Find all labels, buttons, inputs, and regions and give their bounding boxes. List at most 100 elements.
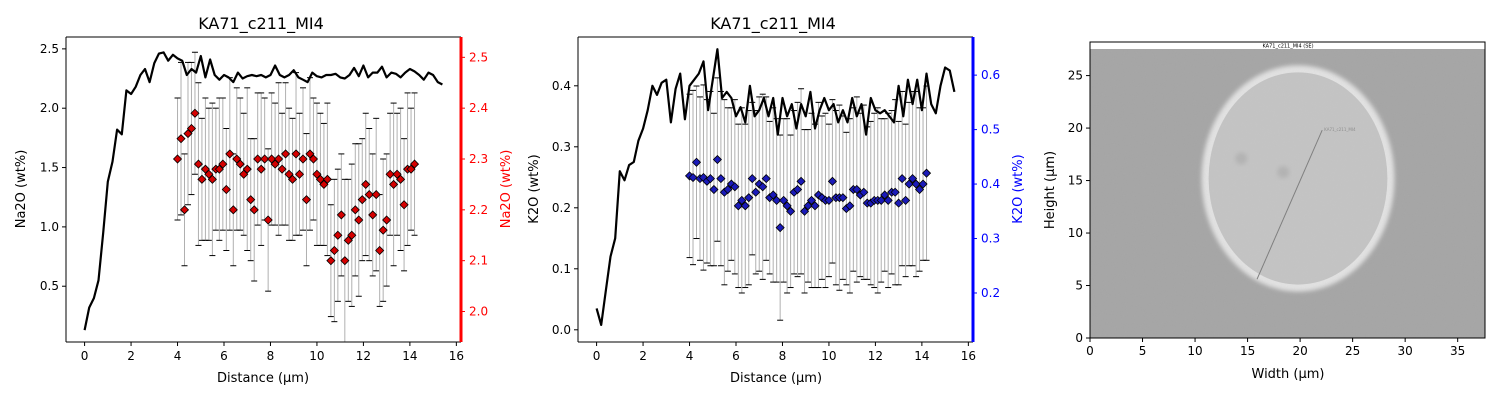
k2o-x-tick-label: 16 (961, 349, 976, 363)
k2o-y2-tick-label: 0.3 (981, 232, 1000, 246)
na2o-y2-tick-label: 2.1 (469, 254, 488, 268)
sem-noise (1090, 42, 1485, 338)
na2o-data-point (172, 154, 183, 164)
na2o-data-point (333, 230, 343, 240)
na2o-data-point (214, 164, 224, 174)
k2o-data-point (712, 154, 722, 165)
sem-x-tick-label: 0 (1086, 344, 1094, 358)
k2o-data-point (758, 182, 768, 192)
k2o-data-point (775, 223, 785, 233)
k2o-y-axis-label: K2O (wt%) (527, 154, 542, 223)
na2o-data-point (399, 200, 409, 210)
na2o-x-tick-label: 14 (402, 349, 417, 363)
k2o-data-point (904, 179, 914, 189)
k2o-data-point (810, 201, 820, 211)
k2o-data-point (779, 195, 789, 205)
k2o-x-tick-label: 6 (732, 349, 740, 363)
k2o-y2-tick-label: 0.6 (981, 68, 1000, 82)
na2o-data-point (287, 174, 298, 184)
k2o-panel: KA71_c211_MI4 0 2 4 6 8 10 12 14 160.00.10.20.30… (527, 14, 1026, 386)
na2o-x-tick-label: 2 (127, 349, 135, 363)
k2o-data-point (914, 184, 925, 195)
na2o-data-point (232, 154, 242, 164)
na2o-data-point (361, 179, 371, 189)
na2o-data-point (350, 205, 360, 215)
k2o-y2-tick-label: 0.4 (981, 177, 1000, 191)
na2o-panel: KA71_c211_MI4 0 2 4 6 8 10 12 14 16 0.5 1.0 1.5 2.0 2… (14, 14, 514, 386)
na2o-y-tick-label: 1.0 (40, 220, 59, 234)
sem-x-axis-label: Width (µm) (1252, 367, 1325, 382)
k2o-data-point (897, 174, 907, 184)
na2o-y2-tick-label: 2.2 (469, 203, 488, 217)
sem-x-tick-label: 10 (1187, 344, 1202, 358)
na2o-data-point (389, 179, 399, 189)
na2o-x-tick-label: 10 (309, 349, 324, 363)
na2o-data-point (193, 159, 204, 169)
na2o-data-point (246, 195, 256, 205)
k2o-right-axis-label: K2O (wt%) (1011, 154, 1026, 223)
sem-x-tick-label: 30 (1398, 344, 1413, 358)
k2o-plot-area (595, 48, 956, 326)
na2o-data-point (225, 149, 235, 159)
k2o-data-point (705, 174, 716, 184)
na2o-data-point (368, 210, 378, 220)
na2o-data-point (392, 169, 402, 179)
na2o-data-point (385, 169, 395, 179)
k2o-data-point (806, 195, 817, 205)
na2o-data-point (312, 169, 322, 179)
na2o-data-point (204, 169, 214, 179)
k2o-y-tick-label: 0.4 (552, 79, 571, 93)
k2o-data-point (730, 182, 740, 192)
na2o-right-axis-label: Na2O (wt%) (499, 150, 514, 229)
k2o-y2-tick-label: 0.5 (981, 123, 1000, 137)
k2o-y-tick-label: 0.1 (552, 262, 571, 276)
k2o-data-point (744, 193, 754, 203)
k2o-data-point (827, 176, 837, 186)
k2o-data-point (768, 190, 778, 200)
na2o-data-point (298, 154, 308, 164)
k2o-data-point (883, 195, 893, 205)
na2o-plot-area (83, 51, 443, 343)
na2o-y-axis-label: Na2O (wt%) (14, 150, 29, 229)
sem-image: KA71_c211_MI4 KA71_c211_MI4 (SE) (1090, 42, 1485, 338)
na2o-data-point (406, 164, 416, 174)
sem-x-tick-label: 25 (1345, 344, 1360, 358)
k2o-chart-title: KA71_c211_MI4 (710, 14, 836, 34)
na2o-data-point (267, 154, 277, 164)
na2o-data-point (176, 134, 186, 144)
na2o-x-tick-label: 16 (449, 349, 464, 363)
na2o-profile-line (83, 51, 443, 331)
sem-y-tick-label: 5 (1075, 279, 1083, 293)
na2o-y-tick-label: 2.0 (40, 101, 59, 115)
k2o-x-tick-label: 14 (914, 349, 929, 363)
k2o-data-point (709, 184, 719, 195)
na2o-data-point (294, 169, 305, 179)
na2o-data-point (305, 149, 315, 159)
na2o-data-point (190, 108, 200, 118)
k2o-y2-tick-label: 0.2 (981, 286, 1000, 300)
k2o-x-tick-label: 12 (868, 349, 883, 363)
sem-y-tick-label: 15 (1068, 174, 1083, 188)
k2o-data-point (733, 201, 743, 211)
k2o-data-point (852, 184, 862, 195)
na2o-data-point (354, 215, 364, 225)
sem-image-panel: KA71_c211_MI4 KA71_c211_MI4 (SE) 0 5 10 15 2… (1043, 41, 1486, 382)
k2o-data-point (894, 198, 904, 208)
na2o-data-point (291, 149, 301, 159)
na2o-y2-tick-label: 2.3 (469, 152, 488, 166)
k2o-data-point (838, 193, 848, 203)
na2o-data-point (260, 154, 270, 164)
k2o-data-point (824, 195, 834, 205)
k2o-data-point (737, 195, 747, 205)
k2o-x-tick-label: 0 (593, 349, 601, 363)
k2o-data-point (890, 187, 900, 197)
na2o-data-point (270, 159, 280, 169)
na2o-data-point (281, 149, 291, 159)
na2o-x-tick-label: 6 (220, 349, 228, 363)
k2o-data-point (918, 179, 928, 189)
sem-x-tick-label: 35 (1450, 344, 1465, 358)
na2o-data-point (284, 169, 294, 179)
k2o-x-tick-label: 4 (686, 349, 694, 363)
na2o-data-point (218, 159, 228, 169)
k2o-data-point (803, 201, 813, 211)
